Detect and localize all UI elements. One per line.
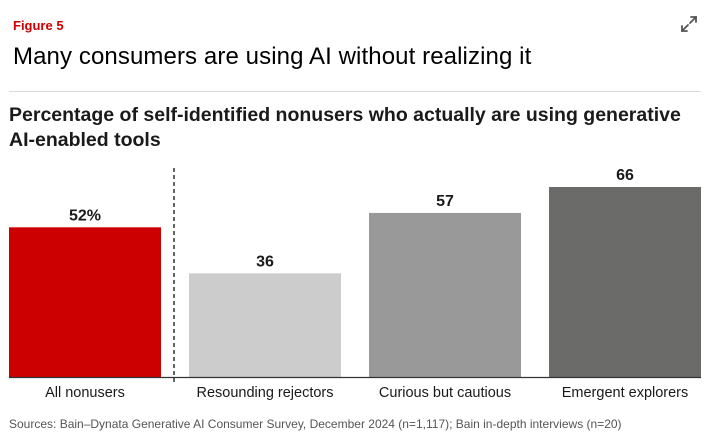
category-label: Curious but cautious [379,385,511,401]
figure-label: Figure 5 [13,18,64,33]
data-label: 52% [69,207,101,224]
page-headline: Many consumers are using AI without real… [13,43,532,70]
chart-title: Percentage of self-identified nonusers w… [9,104,681,151]
expand-arrows-icon [681,16,697,32]
category-label: All nonusers [45,385,125,401]
data-label: 57 [436,193,454,210]
expand-icon[interactable] [679,14,699,34]
bar [549,187,701,377]
category-label: Resounding rejectors [196,385,333,401]
category-label: Emergent explorers [562,385,689,401]
bar [9,227,161,377]
data-label: 36 [256,253,274,270]
bar [369,212,521,377]
bar [189,273,341,377]
source-note: Sources: Bain–Dynata Generative AI Consu… [9,417,622,431]
data-label: 66 [616,167,634,184]
bar-chart: 52% All nonusers 36 Resounding rejectors 57 C… [9,167,701,401]
divider [9,91,701,92]
